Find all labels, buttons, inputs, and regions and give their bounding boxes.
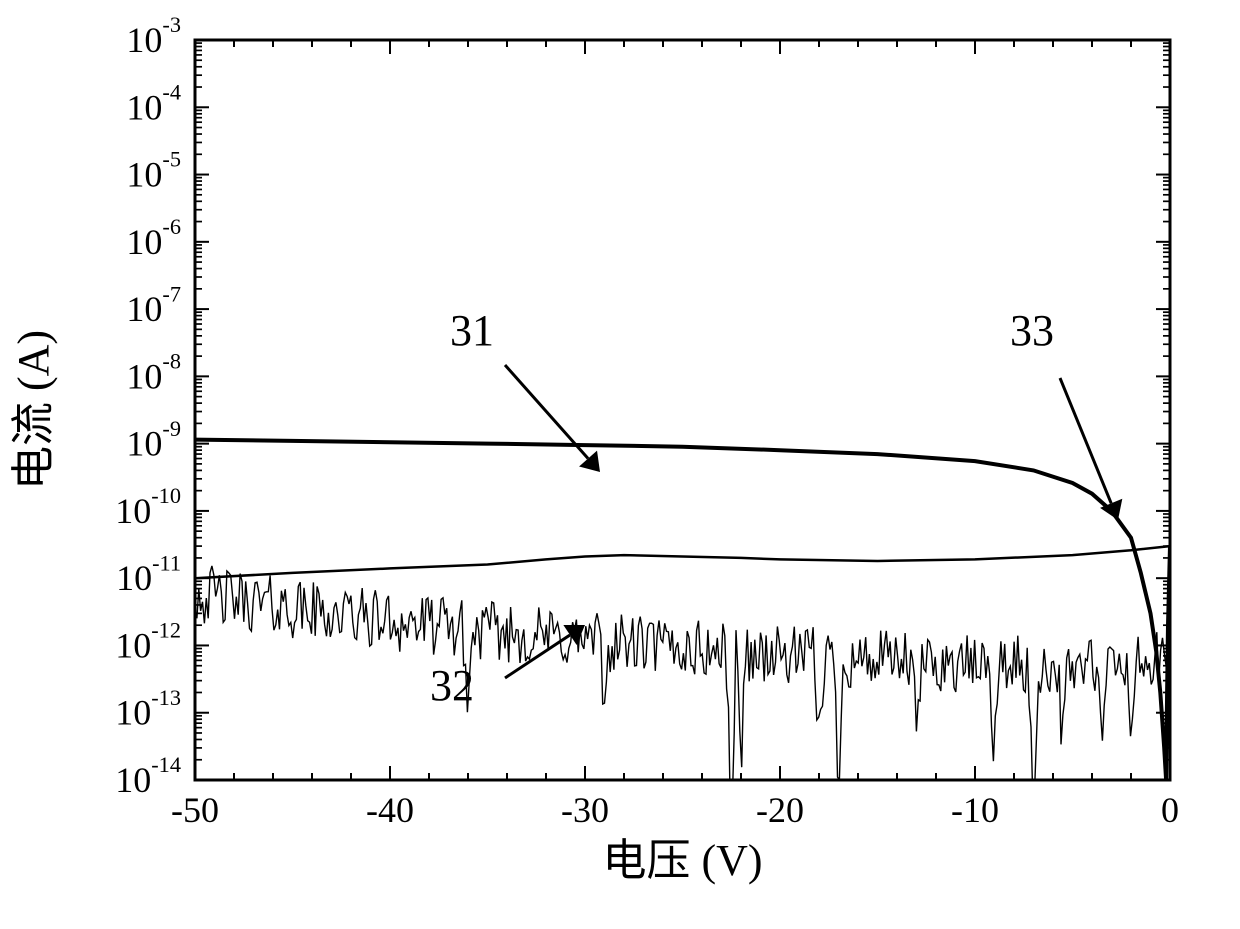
plot-group <box>195 440 1170 816</box>
x-tick-label: -20 <box>756 790 804 830</box>
y-tick-label: 10-12 <box>115 618 181 666</box>
y-tick-label: 10-11 <box>116 550 181 598</box>
y-tick-label: 10-8 <box>126 349 181 397</box>
plot-frame <box>195 40 1170 780</box>
series-32 <box>195 566 1170 816</box>
x-tick-label: -40 <box>366 790 414 830</box>
x-tick-label: -10 <box>951 790 999 830</box>
x-tick-label: 0 <box>1161 790 1179 830</box>
y-tick-label: 10-3 <box>126 12 181 60</box>
callout-33-arrow <box>1060 378 1111 503</box>
y-axis-label: 电流 (A) <box>9 330 58 490</box>
y-tick-label: 10-4 <box>126 79 181 127</box>
y-tick-label: 10-10 <box>115 483 181 531</box>
x-tick-label: -30 <box>561 790 609 830</box>
callout-33: 33 <box>1010 306 1054 355</box>
iv-chart: -50-40-30-20-10010-1410-1310-1210-1110-1… <box>0 0 1240 929</box>
callout-31: 31 <box>450 306 494 355</box>
y-tick-label: 10-5 <box>126 147 181 195</box>
y-tick-label: 10-9 <box>126 416 181 464</box>
y-tick-label: 10-6 <box>126 214 181 262</box>
x-axis-label: 电压 (V) <box>602 836 762 885</box>
series-33 <box>195 546 1170 578</box>
y-tick-label: 10-7 <box>126 281 181 329</box>
callout-32: 32 <box>430 661 474 710</box>
y-tick-label: 10-13 <box>115 685 181 733</box>
x-tick-label: -50 <box>171 790 219 830</box>
series-31 <box>195 440 1170 780</box>
